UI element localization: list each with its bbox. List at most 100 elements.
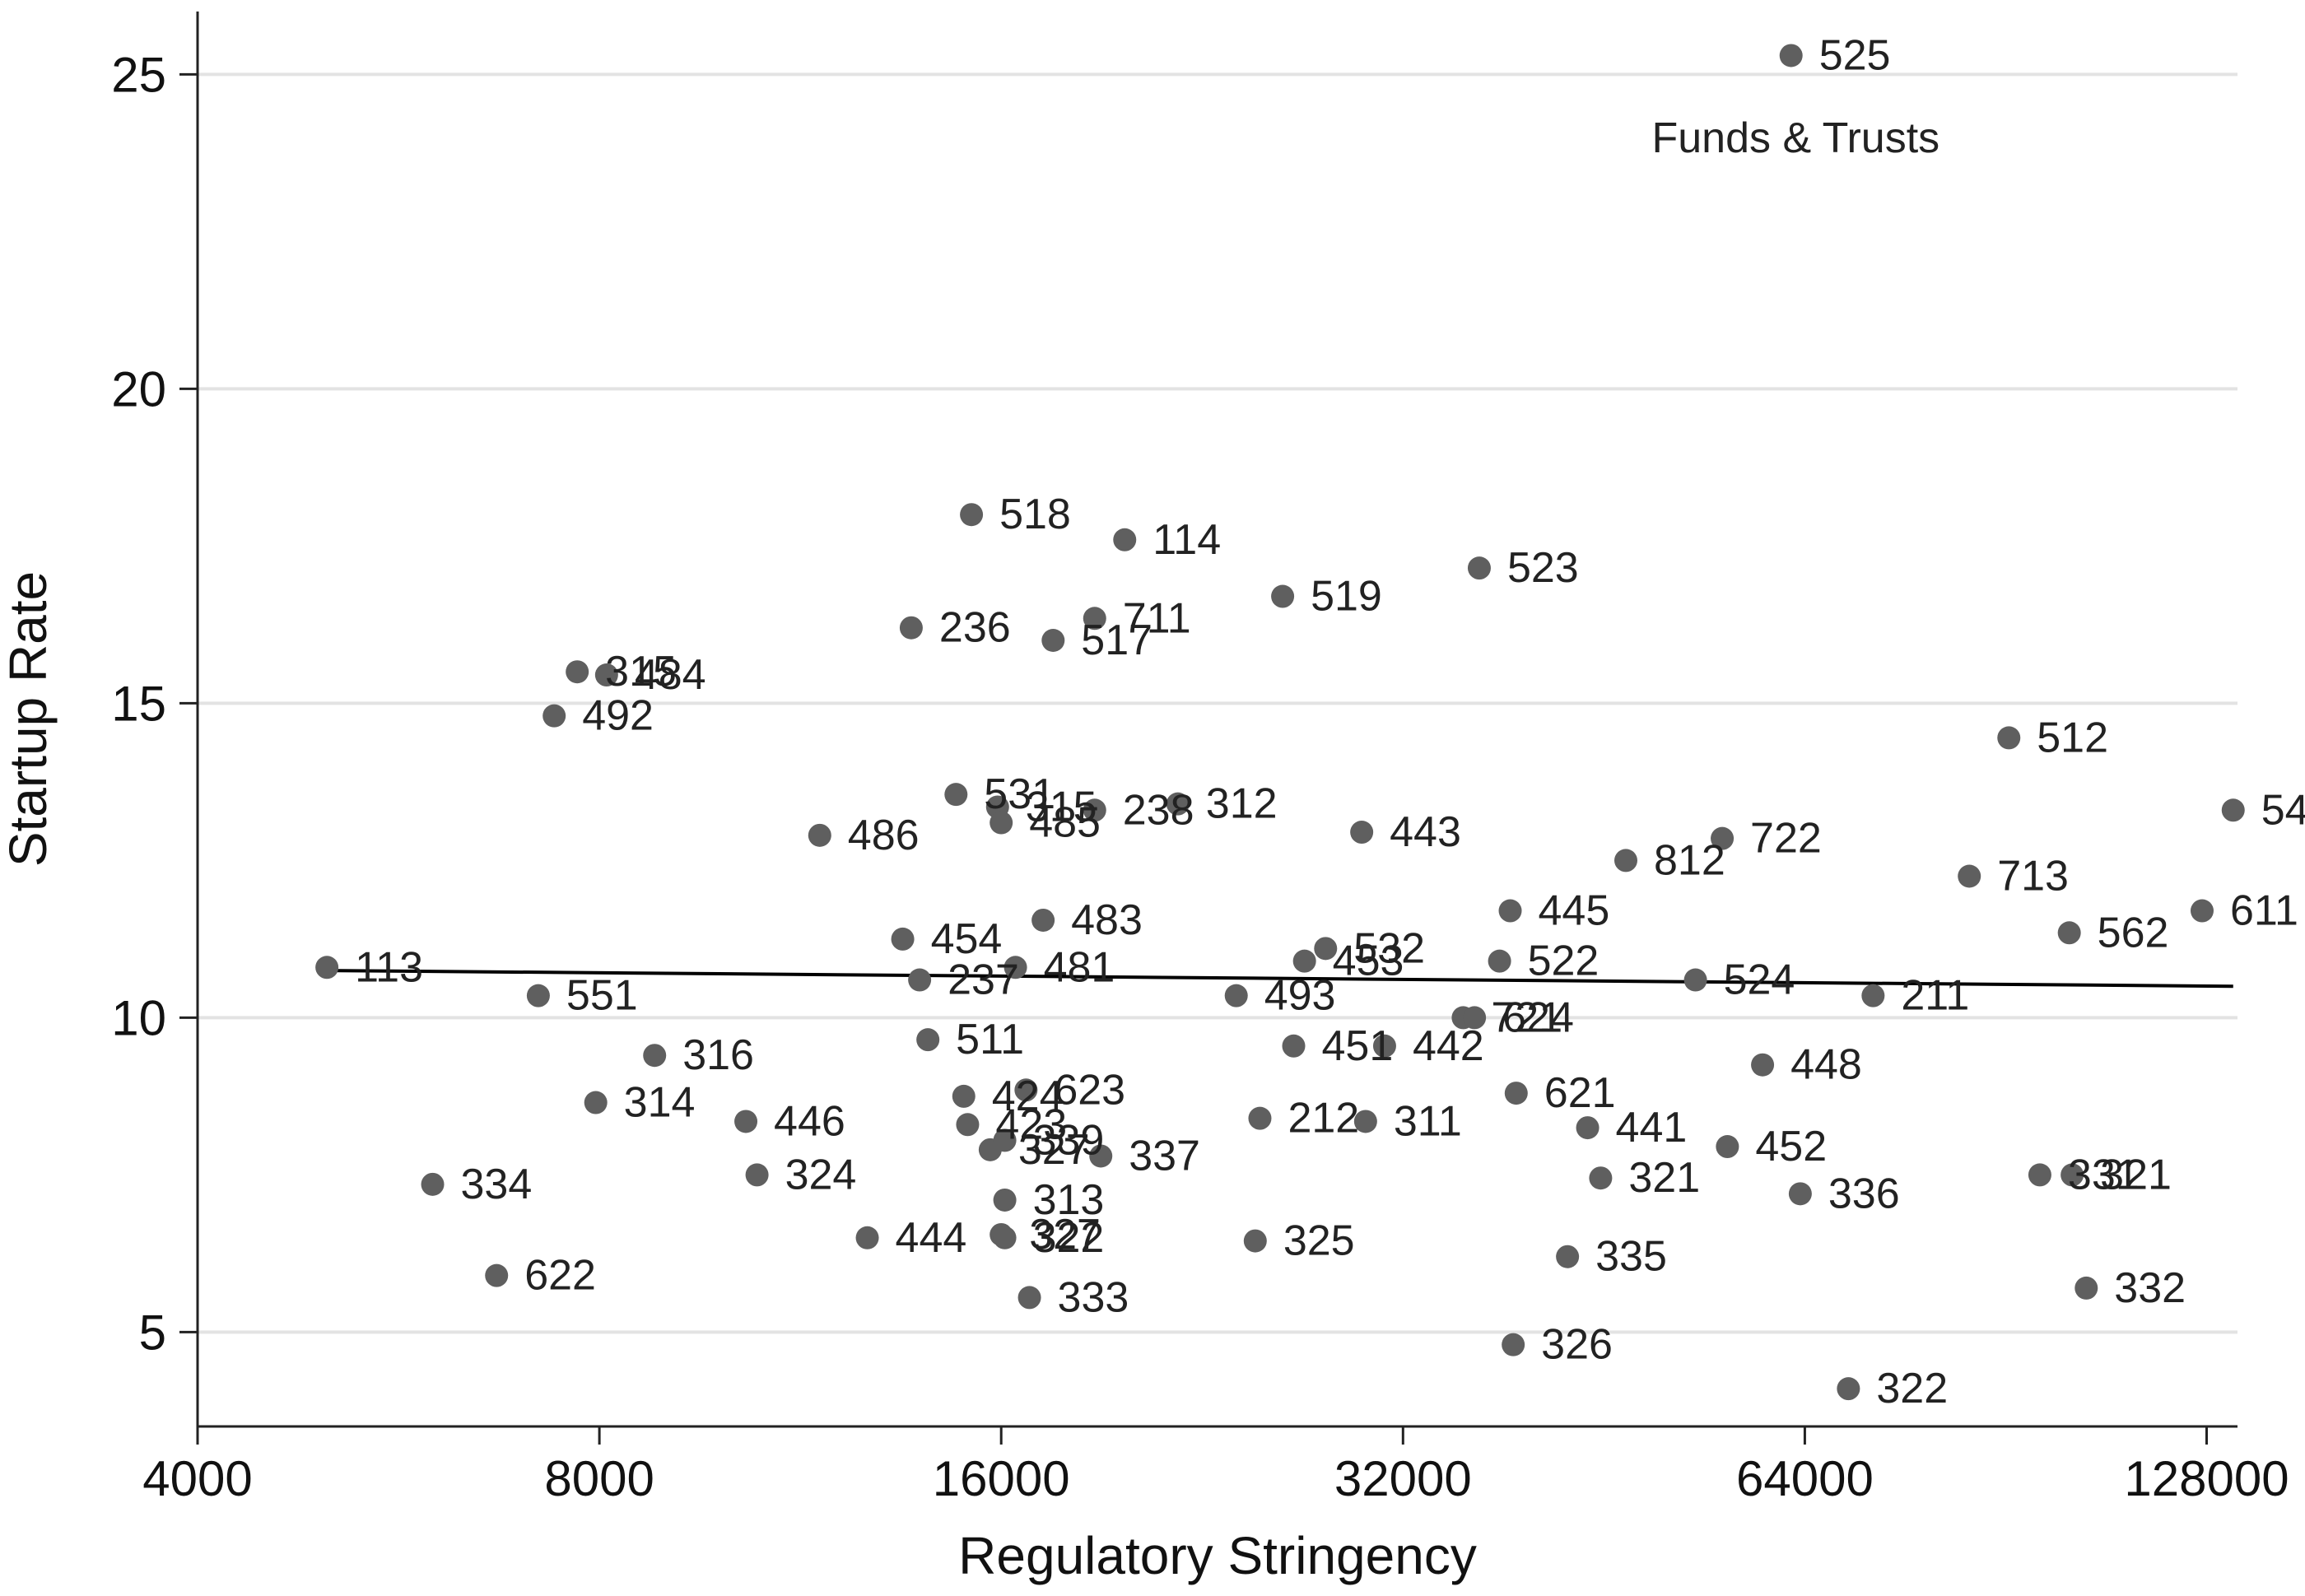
data-label: 315 <box>605 648 677 696</box>
data-point <box>2190 899 2214 923</box>
data-point <box>584 1091 608 1114</box>
y-tick-label: 5 <box>139 1305 166 1360</box>
data-label: 524 <box>1724 956 1795 1004</box>
data-label: 623 <box>1054 1066 1125 1114</box>
x-tick-label: 4000 <box>142 1451 252 1506</box>
data-label: 611 <box>2230 887 2298 935</box>
y-tick-label: 20 <box>111 361 166 416</box>
data-label: 326 <box>1541 1321 1613 1369</box>
data-point <box>1958 864 1981 888</box>
data-point <box>916 1028 940 1052</box>
data-label: 322 <box>1033 1214 1105 1262</box>
data-point <box>993 1226 1017 1249</box>
data-label: 486 <box>848 812 920 859</box>
x-tick-label: 64000 <box>1736 1451 1874 1506</box>
data-point <box>891 927 915 951</box>
data-label: 492 <box>582 692 654 740</box>
data-label: 445 <box>1539 887 1610 935</box>
data-point <box>1089 1144 1113 1168</box>
data-label: 812 <box>1654 836 1725 884</box>
data-label: 339 <box>1033 1116 1105 1164</box>
data-point <box>315 956 339 979</box>
data-point <box>643 1044 667 1068</box>
data-point <box>1467 556 1491 580</box>
data-point <box>908 968 932 992</box>
data-point <box>1488 949 1511 973</box>
data-label: 442 <box>1413 1022 1484 1070</box>
data-label: 532 <box>1353 924 1425 972</box>
x-tick-label: 8000 <box>544 1451 654 1506</box>
data-label: 114 <box>1152 516 1221 564</box>
data-point <box>421 1172 445 1196</box>
data-label: 713 <box>1997 853 2069 900</box>
data-label: 321 <box>1628 1154 1700 1202</box>
data-point <box>1997 726 2021 750</box>
funds-trusts-annotation: Funds & Trusts <box>1651 114 1939 162</box>
data-label: 325 <box>1283 1217 1355 1265</box>
fit-line-group <box>327 969 2233 989</box>
data-point <box>1166 792 1190 816</box>
data-point <box>485 1263 509 1287</box>
gridlines <box>198 72 2237 1334</box>
data-label: 212 <box>1288 1095 1359 1142</box>
data-label: 451 <box>1322 1022 1394 1070</box>
data-label: 236 <box>939 604 1011 652</box>
data-point <box>1113 528 1137 551</box>
data-label: 484 <box>635 651 706 699</box>
y-tick-label: 15 <box>111 676 166 731</box>
data-point <box>960 503 984 527</box>
data-point <box>2061 1163 2084 1187</box>
x-tick-label: 32000 <box>1334 1451 1472 1506</box>
data-label: 511 <box>956 1016 1024 1063</box>
data-label: 541 <box>2261 786 2305 834</box>
data-label: 423 <box>995 1100 1067 1148</box>
data-point <box>2221 798 2245 822</box>
data-label: 551 <box>566 972 638 1020</box>
data-point <box>1282 1034 1306 1058</box>
data-label: 331 <box>2068 1151 2140 1198</box>
data-label: 441 <box>1616 1104 1688 1152</box>
data-point <box>1788 1182 1812 1206</box>
fit-line <box>327 969 2233 989</box>
data-point <box>1589 1166 1613 1190</box>
data-point <box>1292 949 1316 973</box>
data-point <box>952 1084 976 1108</box>
data-label: 519 <box>1311 573 1382 621</box>
data-point <box>899 616 923 640</box>
data-point <box>1271 584 1295 608</box>
data-point <box>1372 1034 1396 1058</box>
data-label: 454 <box>931 915 1003 963</box>
data-point <box>993 1188 1017 1212</box>
data-label: 481 <box>1044 943 1115 991</box>
data-point <box>1837 1377 1860 1401</box>
data-point <box>1224 984 1248 1007</box>
data-label: 562 <box>2098 909 2169 956</box>
data-point <box>855 1226 879 1249</box>
data-label: 485 <box>1029 799 1101 847</box>
data-point <box>2074 1276 2098 1300</box>
data-label: 424 <box>992 1073 1064 1120</box>
data-point <box>1083 607 1106 630</box>
data-label: 238 <box>1123 786 1194 834</box>
axes <box>196 12 2237 1428</box>
y-tick-label: 25 <box>111 47 166 102</box>
data-point <box>1751 1053 1775 1077</box>
data-label: 332 <box>2114 1264 2186 1312</box>
data-point <box>1350 821 1374 845</box>
data-point <box>1576 1116 1600 1140</box>
data-label: 311 <box>1394 1097 1462 1145</box>
data-point <box>990 811 1013 835</box>
data-point <box>1017 1286 1041 1310</box>
data-label: 337 <box>1129 1132 1200 1180</box>
data-label: 313 <box>1033 1176 1105 1224</box>
data-point <box>993 1128 1017 1152</box>
data-label: 517 <box>1081 617 1152 664</box>
y-tick-label: 10 <box>111 990 166 1045</box>
data-point <box>1614 849 1637 872</box>
data-point <box>594 663 618 687</box>
data-label: 523 <box>1507 544 1579 592</box>
data-label: 322 <box>1876 1365 1948 1412</box>
data-point <box>1556 1245 1580 1268</box>
data-point <box>1031 908 1055 932</box>
